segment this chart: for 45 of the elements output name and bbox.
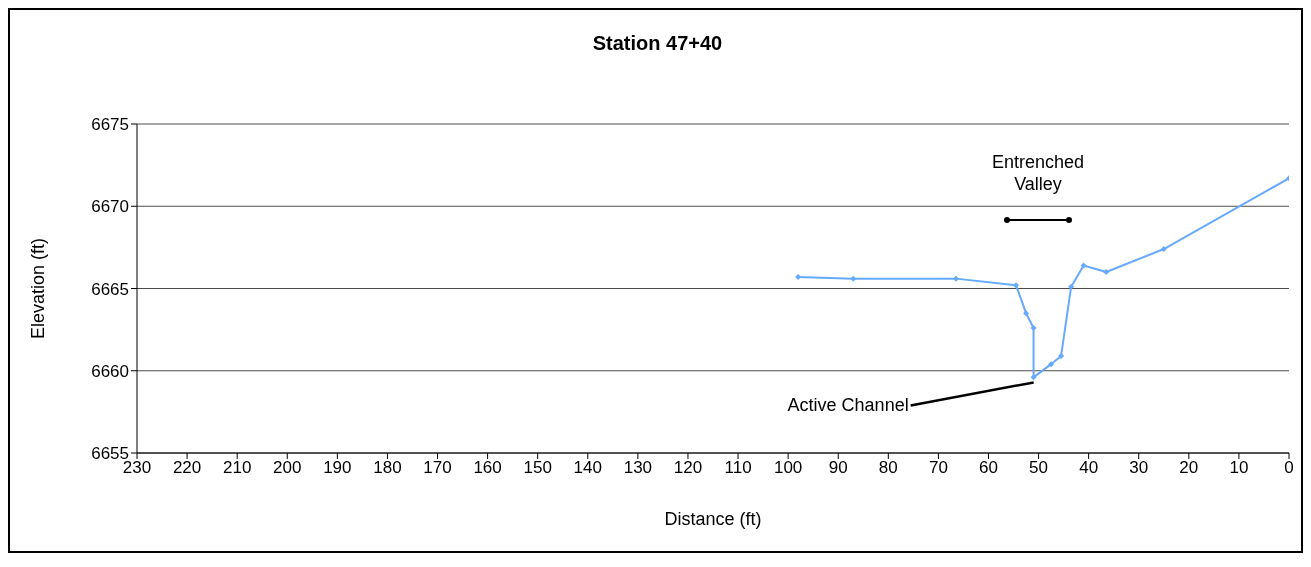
x-tick-label: 210 xyxy=(222,458,252,478)
x-tick-label: 180 xyxy=(373,458,402,478)
point xyxy=(850,275,857,282)
x-tick-label: 20 xyxy=(1179,458,1199,478)
point xyxy=(1013,282,1020,289)
point xyxy=(1058,352,1065,359)
point xyxy=(1068,283,1075,290)
x-tick-label: 160 xyxy=(473,458,502,478)
y-axis-title: Elevation (ft) xyxy=(28,237,49,340)
point xyxy=(1160,246,1167,253)
annotation: Active Channel xyxy=(787,395,909,416)
y-tick-label: 6665 xyxy=(91,279,129,299)
y-tick-label: 6675 xyxy=(91,115,129,135)
x-tick-label: 10 xyxy=(1229,458,1249,478)
x-tick-label: 140 xyxy=(573,458,602,478)
x-tick-label: 220 xyxy=(172,458,202,478)
annotation: Entrenched Valley xyxy=(991,152,1085,194)
point xyxy=(1080,262,1087,269)
point xyxy=(1048,361,1055,368)
x-tick-label: 0 xyxy=(1284,458,1294,478)
x-axis-title: Distance (ft) xyxy=(664,509,762,529)
point xyxy=(1023,310,1030,317)
y-tick-label: 6660 xyxy=(91,361,129,381)
x-tick-label: 100 xyxy=(773,458,803,478)
x-tick-label: 110 xyxy=(724,458,752,478)
point xyxy=(1103,269,1110,276)
point xyxy=(795,273,802,280)
chart-title: Station 47+40 xyxy=(591,32,724,55)
x-tick-label: 190 xyxy=(323,458,352,478)
x-tick-label: 120 xyxy=(673,458,703,478)
x-tick-label: 170 xyxy=(423,458,452,478)
point xyxy=(1030,324,1037,331)
x-tick-label: 40 xyxy=(1079,458,1099,478)
x-tick-label: 80 xyxy=(878,458,898,478)
x-tick-label: 60 xyxy=(979,458,998,478)
point xyxy=(952,275,959,282)
x-tick-label: 50 xyxy=(1029,458,1049,478)
x-tick-label: 200 xyxy=(273,458,302,478)
x-tick-label: 150 xyxy=(523,458,552,478)
x-tick-label: 70 xyxy=(928,458,948,478)
point xyxy=(1030,374,1037,381)
x-tick-label: 130 xyxy=(623,458,653,478)
x-tick-label: 90 xyxy=(828,458,848,478)
y-tick-label: 6670 xyxy=(91,197,129,217)
x-tick-label: 30 xyxy=(1129,458,1149,478)
